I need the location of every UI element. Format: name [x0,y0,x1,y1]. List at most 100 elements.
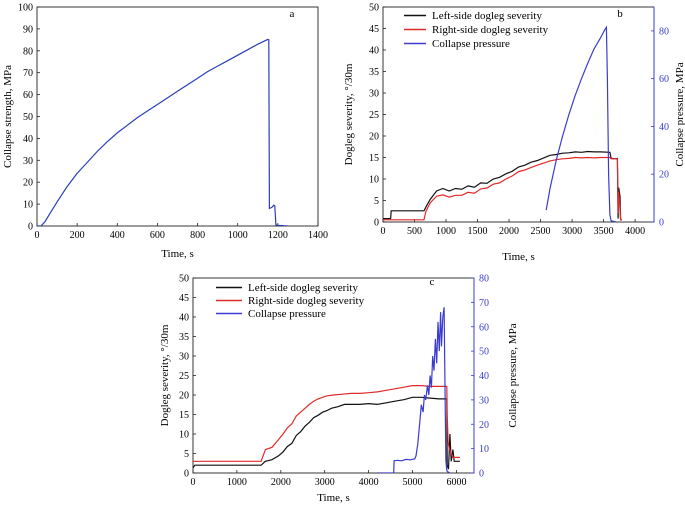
y-tick-label: 20 [23,178,33,189]
y2-tick-label: 80 [479,274,489,285]
y2-tick-label: 60 [659,74,669,85]
y-tick-label: 25 [369,110,379,121]
x-tick-label: 2500 [531,226,551,237]
y-tick-label: 10 [23,200,33,211]
y-tick-label: 90 [23,24,33,35]
y2-tick-label: 10 [479,444,489,455]
x-tick-label: 3000 [562,226,582,237]
legend-label: Collapse pressure [432,38,510,50]
y2-tick-label: 50 [479,347,489,358]
series-line-right-side-dogleg-severity [193,385,460,462]
y2-axis-label: Collapse pressure, MPa [507,323,519,427]
x-tick-label: 500 [407,226,422,237]
y2-tick-label: 30 [479,395,489,406]
y-axis-label: Dogleg severity, °/30m [343,63,355,165]
y-tick-label: 30 [23,156,33,167]
chart-panel-b: 0 500 1000 1500 2000 2500 3000 3500 400005101520… [343,3,685,264]
y-tick-label: 25 [179,371,189,382]
chart-panel-c: 0 1000 2000 3000 4000 5000 6000 0 5 10 15 20 25 30 35 4… [159,274,519,505]
x-axis-label: Time, s [317,492,350,504]
x-tick-label: 4000 [359,477,379,488]
y-tick-label: 10 [369,175,379,186]
y-tick-label: 30 [369,89,379,100]
y-tick-label: 70 [23,68,33,79]
y2-tick-label: 20 [659,170,669,181]
y-tick-label: 35 [179,332,189,343]
legend-label: Right-side dogleg severity [248,295,365,307]
legend-label: Right-side dogleg severity [432,24,549,36]
plot-frame [382,6,655,223]
x-tick-label: 1500 [468,226,488,237]
y-tick-label: 45 [369,24,379,35]
x-tick-label: 1200 [268,230,288,241]
y-tick-label: 40 [369,46,379,57]
y2-tick-label: 20 [479,420,489,431]
y-tick-label: 0 [184,469,189,480]
x-tick-label: 3500 [594,226,614,237]
x-tick-label: 1000 [227,477,247,488]
x-axis-label: Time, s [161,248,194,260]
chart-panel-a: 0 200 400 600 800 1000 1200 1400 0 10 20 30 40 50 60 70… [2,3,328,261]
y-axis-label: Collapse strength, MPa [2,65,14,168]
series-line-left-side-dogleg-severity [193,396,460,470]
y2-tick-label: 60 [479,322,489,333]
series-line-collapse-pressure [377,307,451,473]
y-tick-label: 40 [179,313,189,324]
series-line-collapse-strength [37,38,288,226]
series-line-right-side-dogleg-severity [383,156,622,221]
y2-tick-label: 40 [479,371,489,382]
x-tick-label: 2000 [499,226,519,237]
y-tick-label: 45 [179,293,189,304]
y-tick-label: 0 [374,218,379,229]
series-line-collapse-pressure [545,25,617,222]
panel-label: b [617,8,623,20]
y2-tick-label: 40 [659,122,669,133]
y-axis-label: Dogleg severity, °/30m [159,324,171,426]
y2-tick-label: 0 [659,218,664,229]
panel-label: a [290,8,295,20]
y-tick-label: 80 [23,46,33,57]
y-tick-label: 60 [23,90,33,101]
y-tick-label: 15 [179,410,189,421]
y-tick-label: 40 [23,134,33,145]
y-tick-label: 5 [184,449,189,460]
y2-tick-label: 0 [479,469,484,480]
y2-axis-label: Collapse pressure, MPa [674,62,685,166]
y-tick-label: 100 [18,3,33,14]
x-tick-label: 6000 [446,477,466,488]
x-tick-label: 3000 [315,477,335,488]
x-tick-label: 5000 [403,477,423,488]
y-tick-label: 30 [179,352,189,363]
x-tick-label: 1000 [228,230,248,241]
x-tick-label: 1400 [308,230,328,241]
x-tick-label: 0 [35,230,40,241]
series-line-left-side-dogleg-severity [383,150,622,221]
y2-tick-label: 70 [479,298,489,309]
x-tick-label: 2000 [271,477,291,488]
x-axis-label: Time, s [502,251,535,263]
y-tick-label: 20 [369,132,379,143]
x-tick-label: 0 [191,477,196,488]
panel-label: c [430,276,435,288]
legend-label: Collapse pressure [248,308,326,320]
y-tick-label: 5 [374,196,379,207]
legend-label: Left-side dogleg severity [432,10,542,22]
y-tick-label: 35 [369,67,379,78]
y2-tick-label: 80 [659,26,669,37]
plot-frame [36,6,319,227]
y-tick-label: 50 [179,274,189,285]
x-tick-label: 600 [150,230,165,241]
x-tick-label: 800 [190,230,205,241]
y-tick-label: 50 [369,3,379,14]
y-tick-label: 50 [23,112,33,123]
y-tick-label: 15 [369,153,379,164]
y-tick-label: 0 [28,222,33,233]
x-tick-label: 0 [381,226,386,237]
x-tick-label: 200 [70,230,85,241]
y-tick-label: 10 [179,430,189,441]
x-tick-label: 400 [110,230,125,241]
y-tick-label: 20 [179,391,189,402]
x-tick-label: 1000 [436,226,456,237]
legend-label: Left-side dogleg severity [248,282,358,294]
